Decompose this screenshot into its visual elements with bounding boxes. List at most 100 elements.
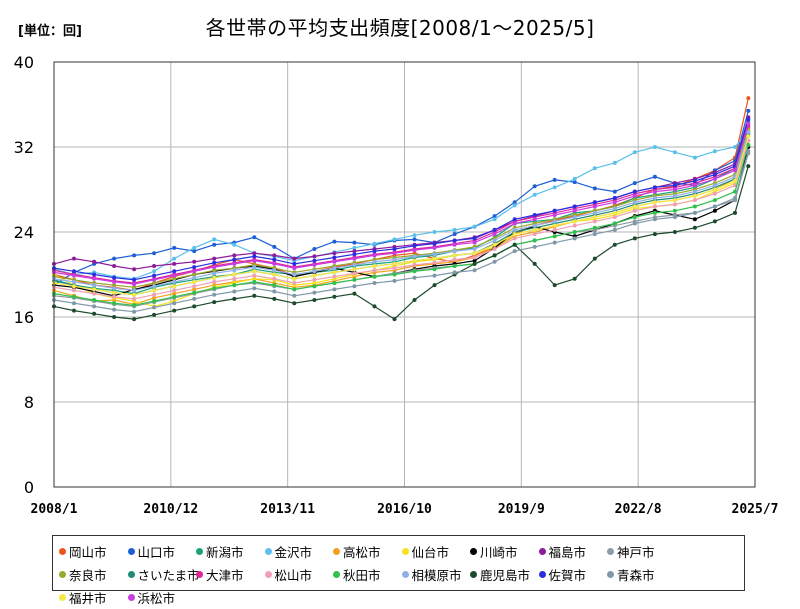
data-point	[132, 303, 137, 308]
data-point	[572, 208, 577, 213]
legend-item: 奈良市	[59, 563, 128, 586]
data-point	[733, 179, 737, 183]
data-point	[192, 304, 197, 309]
series-line	[53, 125, 749, 284]
legend-item: 大津市	[196, 563, 265, 586]
data-point	[612, 242, 617, 247]
data-point	[272, 296, 277, 301]
data-point	[72, 301, 76, 306]
legend-label: 佐賀市	[548, 568, 587, 583]
data-point	[312, 247, 317, 251]
legend-item: さいたま市	[127, 563, 200, 586]
data-point	[672, 150, 677, 155]
data-point	[733, 168, 737, 173]
data-point	[112, 279, 117, 284]
data-point	[92, 287, 97, 292]
data-point	[452, 249, 457, 254]
data-point	[552, 213, 557, 217]
series-line	[53, 121, 749, 295]
data-point	[712, 149, 717, 154]
series-line	[53, 134, 749, 296]
data-point	[512, 217, 517, 222]
legend-item: 鹿児島市	[470, 563, 539, 586]
legend-item: 秋田市	[333, 563, 402, 586]
data-point	[532, 238, 537, 243]
data-point	[312, 298, 317, 302]
data-point	[632, 204, 637, 209]
data-point	[672, 198, 677, 203]
data-point	[472, 247, 477, 251]
x-tick-label: 2013/11	[260, 502, 315, 517]
data-point	[292, 287, 297, 292]
data-point	[152, 288, 157, 293]
data-point	[112, 286, 117, 291]
data-point	[232, 289, 237, 294]
data-point	[112, 315, 117, 319]
data-point	[472, 251, 477, 256]
data-point	[512, 232, 517, 237]
data-point	[712, 187, 717, 192]
data-point	[152, 277, 157, 282]
legend-item: 金沢市	[264, 540, 334, 563]
data-point	[132, 317, 137, 322]
data-point	[92, 298, 97, 302]
data-point	[712, 172, 717, 177]
data-point	[132, 288, 137, 293]
legend-label: 新潟市	[206, 545, 244, 560]
data-point	[212, 265, 217, 270]
legend-item: 新潟市	[196, 540, 265, 563]
data-point	[512, 242, 517, 247]
legend-item: 浜松市	[127, 586, 197, 609]
data-point	[212, 279, 217, 284]
data-point	[432, 245, 437, 250]
data-point	[72, 294, 76, 299]
data-point	[212, 256, 217, 261]
data-point	[92, 272, 97, 277]
data-point	[452, 242, 457, 247]
legend-label: 山口市	[137, 545, 176, 560]
data-point	[132, 253, 137, 258]
data-point	[652, 204, 657, 209]
series-line	[53, 117, 749, 270]
data-point	[733, 145, 737, 149]
data-point	[592, 232, 597, 237]
legend-label: 相模原市	[411, 568, 462, 583]
legend-label: 鹿児島市	[480, 568, 531, 583]
data-point	[733, 196, 737, 200]
data-point	[552, 208, 557, 213]
data-point	[572, 223, 577, 228]
data-point	[692, 204, 697, 209]
legend-marker-icon	[607, 548, 614, 555]
data-point	[252, 251, 257, 256]
data-point	[412, 248, 417, 253]
data-point	[312, 262, 317, 267]
legend-label: 金沢市	[274, 545, 313, 560]
data-point	[672, 215, 677, 220]
x-tick-label: 2022/8	[615, 502, 662, 517]
data-point	[652, 189, 657, 194]
data-point	[652, 174, 657, 179]
data-point	[72, 284, 76, 289]
series-line	[53, 110, 749, 286]
data-point	[212, 242, 217, 247]
data-point	[692, 155, 697, 160]
data-point	[112, 294, 117, 299]
data-point	[512, 236, 517, 241]
data-point	[452, 227, 457, 232]
data-point	[112, 264, 117, 268]
data-point	[412, 262, 417, 267]
data-point	[692, 217, 697, 222]
legend-marker-icon	[127, 548, 135, 555]
data-point	[672, 208, 677, 213]
data-point	[392, 261, 397, 266]
data-point	[392, 237, 397, 242]
data-point	[172, 276, 177, 281]
data-point	[512, 227, 517, 232]
series-line	[53, 97, 749, 292]
data-point	[352, 271, 357, 276]
data-point	[692, 179, 697, 183]
data-point	[172, 261, 177, 266]
data-point	[132, 296, 137, 301]
data-point	[632, 236, 637, 241]
data-point	[292, 281, 297, 285]
